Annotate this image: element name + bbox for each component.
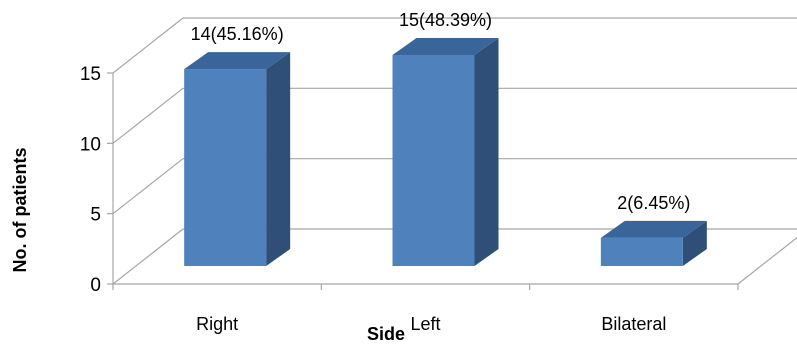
bar-side — [682, 220, 707, 266]
gridline-side — [112, 17, 184, 74]
x-tick-label: Right — [196, 314, 238, 334]
bar — [184, 52, 291, 266]
axes — [107, 72, 739, 290]
y-tick-label: 0 — [90, 275, 101, 296]
x-tick-label: Left — [410, 314, 440, 334]
bar-top — [600, 220, 707, 238]
gridline-side — [112, 228, 184, 285]
data-label: 15(48.39%) — [399, 10, 492, 30]
data-label: 14(45.16%) — [191, 24, 284, 44]
bar-side — [266, 52, 291, 266]
data-label: 2(6.45%) — [617, 193, 690, 213]
bar-top — [392, 38, 499, 55]
bar-front — [392, 55, 475, 266]
y-tick-label: 10 — [80, 134, 101, 155]
floor-side-edge — [737, 236, 797, 285]
y-tick-label: 5 — [90, 205, 101, 226]
gridline-side — [112, 158, 184, 215]
bar — [392, 38, 499, 266]
labels: 0 5 10 15 14(45.16%) Right 15(48.39%) Left 2(6.4… — [80, 10, 690, 334]
bar-front — [184, 69, 267, 266]
bar-top — [184, 52, 291, 70]
bar — [600, 220, 707, 266]
gridline-side — [112, 87, 184, 144]
y-tick-label: 15 — [80, 64, 101, 85]
x-tick-label: Bilateral — [601, 314, 666, 334]
y-axis-title: No. of patients — [10, 148, 30, 273]
bars — [184, 38, 707, 266]
bar-front — [600, 237, 683, 266]
x-axis-title: Side — [367, 324, 405, 344]
bar-side — [474, 38, 499, 266]
